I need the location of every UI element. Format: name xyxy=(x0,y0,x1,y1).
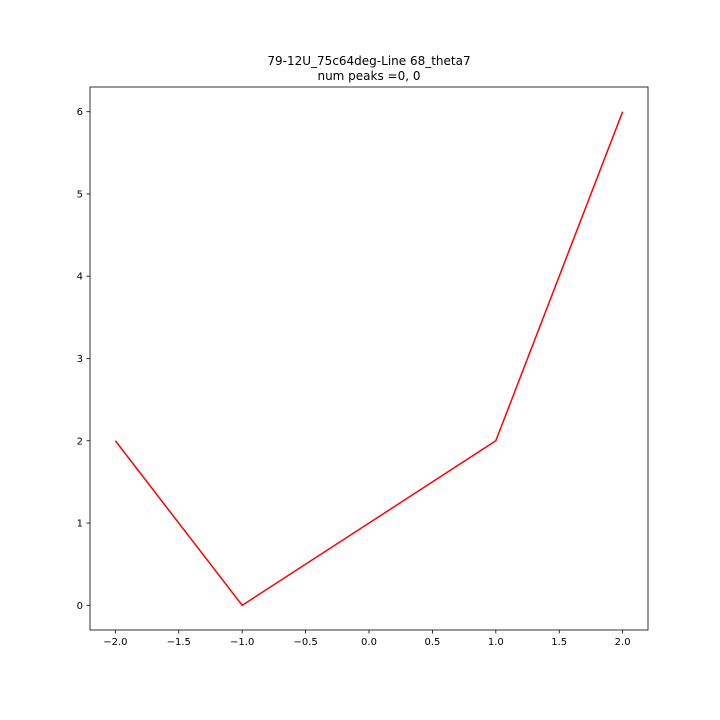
y-tick-label: 1 xyxy=(77,519,83,530)
chart-title: 79-12U_75c64deg-Line 68_theta7 xyxy=(267,54,470,68)
y-tick-label: 0 xyxy=(77,601,83,612)
y-tick-label: 4 xyxy=(77,272,83,283)
chart-subtitle: num peaks =0, 0 xyxy=(317,69,420,83)
y-tick-label: 3 xyxy=(77,354,83,365)
x-tick-label: −0.5 xyxy=(293,637,317,648)
x-tick-label: −1.5 xyxy=(167,637,191,648)
x-tick-label: 1.0 xyxy=(488,637,504,648)
x-tick-label: 1.5 xyxy=(551,637,567,648)
series-line-0 xyxy=(114,111,624,607)
axes-frame xyxy=(89,86,649,631)
x-tick-label: 2.0 xyxy=(615,637,631,648)
x-tick-label: −1.0 xyxy=(230,637,254,648)
y-tick-label: 2 xyxy=(77,436,83,447)
y-tick-label: 6 xyxy=(77,107,83,118)
plot-area: −2.0 −1.5 −1.0 −0.5 0.0 0.5 1.0 1.5 2.0 0 1 2 3 4 5 6 xyxy=(77,86,649,648)
x-tick-label: 0.0 xyxy=(361,637,377,648)
x-tick-label: 0.5 xyxy=(424,637,440,648)
y-tick-label: 5 xyxy=(77,189,83,200)
x-tick-label: −2.0 xyxy=(103,637,127,648)
